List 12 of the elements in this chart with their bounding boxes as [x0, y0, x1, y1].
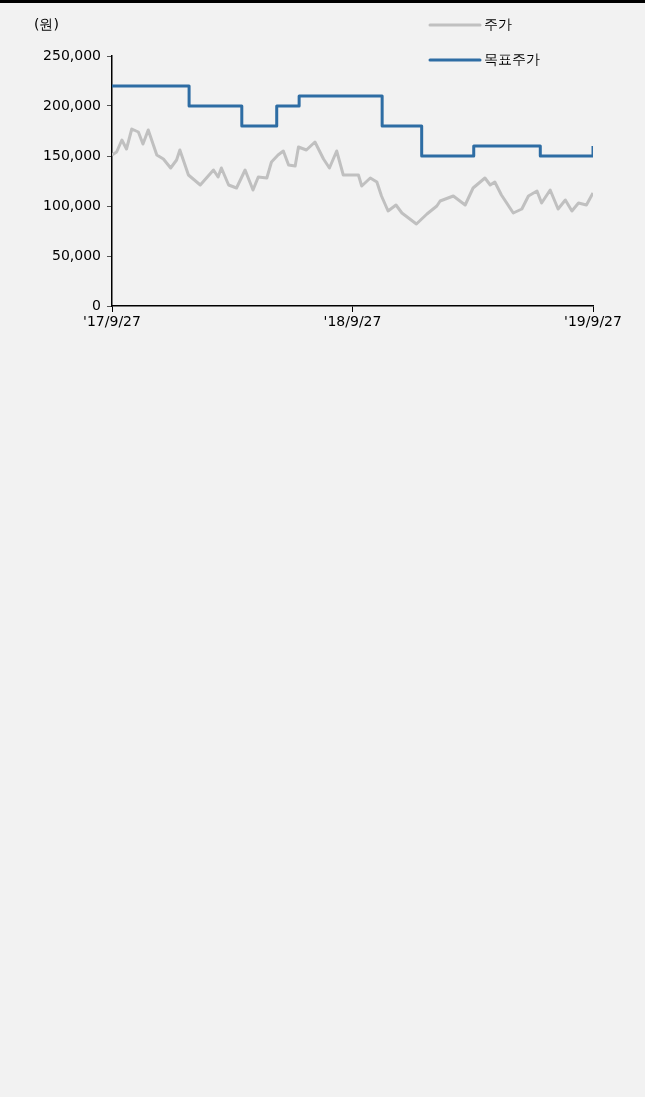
x-tick-label: '18/9/27	[323, 313, 382, 330]
y-tick-label: 250,000	[43, 46, 101, 63]
y-axis-title: (원)	[34, 15, 59, 32]
y-tick-label: 200,000	[43, 96, 101, 113]
y-tick-label: 0	[92, 296, 101, 313]
legend-label: 주가	[484, 15, 512, 32]
x-tick-label: '17/9/27	[83, 313, 141, 330]
legend-label: 목표주가	[484, 50, 540, 67]
y-tick-label: 50,000	[52, 246, 101, 263]
y-tick-label: 150,000	[43, 146, 101, 163]
y-tick-label: 100,000	[43, 196, 101, 213]
x-tick-label: '19/9/27	[564, 313, 622, 330]
